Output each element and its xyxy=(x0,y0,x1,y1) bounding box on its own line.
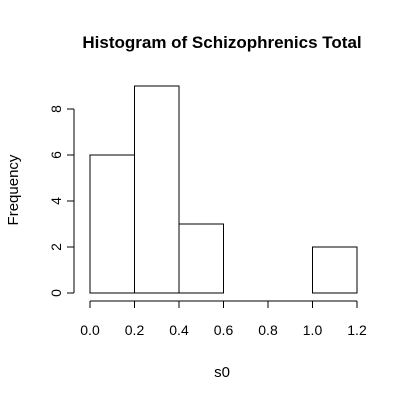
bars-group xyxy=(89,85,358,294)
x-tick-label: 0.0 xyxy=(80,322,100,338)
y-tick-label: 2 xyxy=(48,243,64,251)
x-tick-label: 0.8 xyxy=(258,322,278,338)
histogram-bar xyxy=(89,154,135,294)
x-tick-label: 0.6 xyxy=(214,322,234,338)
x-tick-label: 1.0 xyxy=(303,322,323,338)
x-axis: 0.0 0.2 0.4 0.6 0.8 1.0 1.2 xyxy=(80,300,367,338)
y-tick-label: 0 xyxy=(48,289,64,297)
y-axis: 0 2 4 6 8 xyxy=(48,105,75,297)
y-tick-label: 6 xyxy=(48,151,64,159)
y-tick-label: 8 xyxy=(48,105,64,113)
y-tick-label: 4 xyxy=(48,197,64,205)
x-tick-label: 0.4 xyxy=(169,322,189,338)
histogram-bar xyxy=(312,246,358,294)
x-tick-label: 1.2 xyxy=(347,322,367,338)
x-axis-label: s0 xyxy=(214,364,230,381)
histogram-bar xyxy=(134,85,180,294)
y-axis-label: Frequency xyxy=(5,154,22,225)
x-tick-label: 0.2 xyxy=(125,322,145,338)
chart-title: Histogram of Schizophrenics Total xyxy=(82,33,361,52)
histogram-bar xyxy=(178,223,224,294)
